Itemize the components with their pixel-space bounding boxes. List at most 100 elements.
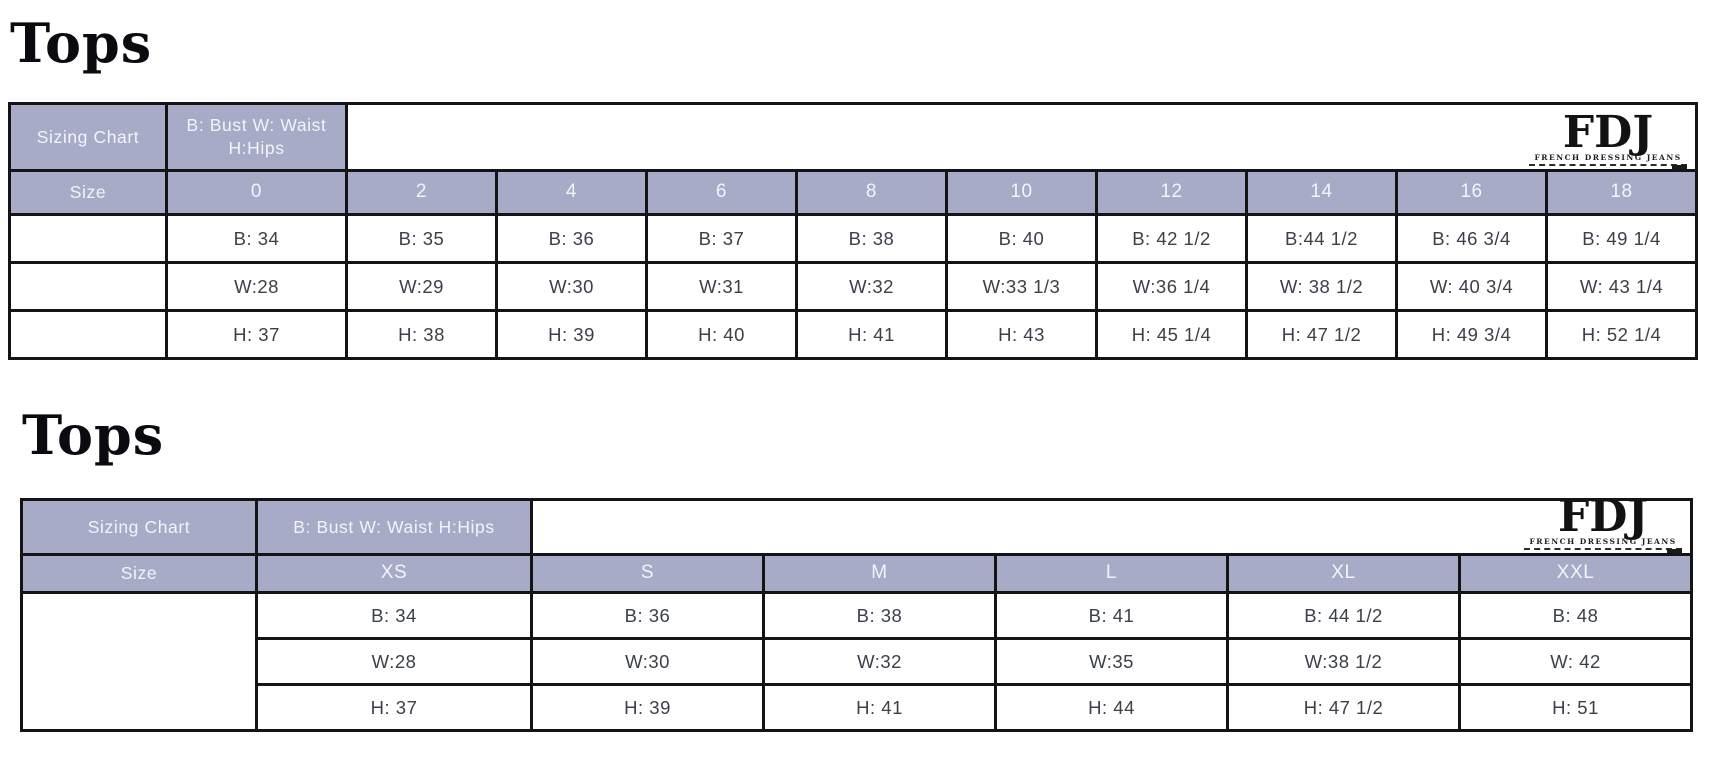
measurement-cell: H: 47 1/2	[1226, 683, 1461, 732]
fdj-logo-text: FDJ	[1557, 499, 1649, 542]
measurement-cell: H: 39	[495, 309, 648, 360]
legend-cell: B: Bust W: Waist H:Hips	[255, 498, 533, 556]
corner-label-cell: Sizing Chart	[8, 102, 168, 172]
measurement-cell: W:29	[345, 261, 498, 312]
size-header-cell-xl: XL	[1226, 553, 1461, 594]
fdj-logo-subtext: FRENCH DRESSING JEANS	[1534, 153, 1682, 162]
size-header-cell-2: 2	[345, 169, 498, 216]
fdj-logo: FDJ FRENCH DRESSING JEANS	[1529, 106, 1688, 168]
alpha-sizing-table: Sizing Chart B: Bust W: Waist H:Hips FDJ…	[20, 498, 1694, 732]
measurement-cell: W: 42	[1457, 637, 1694, 686]
table-header-row: Sizing Chart B: Bust W: Waist H:Hips FDJ…	[20, 498, 1694, 556]
fdj-logo-dashed-line	[1524, 548, 1683, 552]
measurement-cell: H: 43	[945, 309, 1098, 360]
fdj-logo: FDJ FRENCH DRESSING JEANS	[1524, 499, 1683, 552]
size-header-cell-10: 10	[945, 169, 1098, 216]
measurement-cell: H: 39	[530, 683, 765, 732]
page-title-tops-alpha: Tops	[22, 403, 165, 467]
measurement-cell: B: 35	[345, 213, 498, 264]
size-header-cell-xxl: XXL	[1457, 553, 1694, 594]
size-header-cell-xs: XS	[255, 553, 533, 594]
size-header-cell-14: 14	[1245, 169, 1398, 216]
measurement-cell: H: 41	[795, 309, 948, 360]
corner-label-cell: Sizing Chart	[20, 498, 258, 556]
empty-row-label-cell	[20, 591, 258, 732]
size-header-cell-s: S	[530, 553, 765, 594]
measurement-cell: B: 41	[994, 591, 1229, 640]
size-header-row: Size XS S M L XL XXL	[20, 553, 1694, 594]
fdj-logo-dashed-line	[1529, 164, 1688, 168]
measurement-cell: B:44 1/2	[1245, 213, 1398, 264]
measurement-cell: W: 38 1/2	[1245, 261, 1398, 312]
measurement-cell: W:33 1/3	[945, 261, 1098, 312]
measurement-cell: B: 36	[530, 591, 765, 640]
measurement-row: H: 37 H: 38 H: 39 H: 40 H: 41 H: 43 H: 45 1/4 H…	[8, 309, 1699, 360]
size-header-cell-18: 18	[1544, 169, 1699, 216]
measurement-row: B: 34 B: 35 B: 36 B: 37 B: 38 B: 40 B: 42 1/2 B…	[8, 213, 1699, 264]
fdj-logo-subtext: FRENCH DRESSING JEANS	[1529, 537, 1677, 546]
measurement-cell: H: 41	[762, 683, 997, 732]
measurement-cell: W:28	[165, 261, 348, 312]
numeric-sizing-table: Sizing Chart B: Bust W: Waist H:Hips FDJ…	[8, 102, 1699, 360]
measurement-cell: W:35	[994, 637, 1229, 686]
measurement-cell: W:36 1/4	[1095, 261, 1248, 312]
measurement-cell: H: 38	[345, 309, 498, 360]
size-header-cell-m: M	[762, 553, 997, 594]
measurement-cell: H: 40	[645, 309, 798, 360]
size-header-cell-8: 8	[795, 169, 948, 216]
measurement-cell: H: 49 3/4	[1395, 309, 1548, 360]
measurement-cell: W: 43 1/4	[1544, 261, 1699, 312]
legend-cell: B: Bust W: Waist H:Hips	[165, 102, 348, 172]
measurement-cell: B: 34	[255, 591, 533, 640]
measurement-cell: H: 47 1/2	[1245, 309, 1398, 360]
measurement-cell: W:28	[255, 637, 533, 686]
measurement-row: B: 34 B: 36 B: 38 B: 41 B: 44 1/2 B: 48	[20, 591, 1694, 732]
measurement-row: W:28 W:29 W:30 W:31 W:32 W:33 1/3 W:36 1/4 W: 3…	[8, 261, 1699, 312]
measurement-cell: H: 44	[994, 683, 1229, 732]
size-header-cell-6: 6	[645, 169, 798, 216]
size-label-cell: Size	[20, 553, 258, 594]
measurement-cell: H: 37	[165, 309, 348, 360]
table-header-row: Sizing Chart B: Bust W: Waist H:Hips FDJ…	[8, 102, 1699, 172]
measurement-cell: B: 34	[165, 213, 348, 264]
measurement-cell: B: 44 1/2	[1226, 591, 1461, 640]
measurement-cell: W:31	[645, 261, 798, 312]
size-header-cell-4: 4	[495, 169, 648, 216]
measurement-cell: H: 51	[1457, 683, 1694, 732]
size-header-cell-0: 0	[165, 169, 348, 216]
measurement-cell: H: 37	[255, 683, 533, 732]
measurement-cell: B: 38	[795, 213, 948, 264]
measurement-cell: B: 49 1/4	[1544, 213, 1699, 264]
size-header-cell-16: 16	[1395, 169, 1548, 216]
measurement-cell: B: 38	[762, 591, 997, 640]
measurement-cell: B: 46 3/4	[1395, 213, 1548, 264]
measurement-cell: W:38 1/2	[1226, 637, 1461, 686]
measurement-cell: W:30	[495, 261, 648, 312]
page-title-tops-numeric: Tops	[10, 11, 153, 75]
size-header-cell-12: 12	[1095, 169, 1248, 216]
measurement-cell: H: 45 1/4	[1095, 309, 1248, 360]
measurement-cell: W:32	[795, 261, 948, 312]
measurement-cell: W: 40 3/4	[1395, 261, 1548, 312]
empty-row-label-cell	[8, 261, 168, 312]
logo-cell: FDJ FRENCH DRESSING JEANS	[344, 102, 1699, 172]
measurement-cell: W:30	[530, 637, 765, 686]
empty-row-label-cell	[8, 309, 168, 360]
size-header-row: Size 0 2 4 6 8 10 12 14 16 18	[8, 169, 1699, 216]
measurement-cell: B: 40	[945, 213, 1098, 264]
logo-cell: FDJ FRENCH DRESSING JEANS	[529, 498, 1694, 556]
measurement-cell: H: 52 1/4	[1544, 309, 1699, 360]
empty-row-label-cell	[8, 213, 168, 264]
measurement-cell: B: 36	[495, 213, 648, 264]
measurement-cell: B: 42 1/2	[1095, 213, 1248, 264]
size-header-cell-l: L	[994, 553, 1229, 594]
measurements-body: B: 34 B: 36 B: 38 B: 41 B: 44 1/2 B: 48 W:28 W:…	[20, 591, 1694, 732]
measurement-row: H: 37 H: 39 H: 41 H: 44 H: 47 1/2 H: 51	[22, 683, 1694, 732]
measurement-cell: B: 48	[1457, 591, 1694, 640]
fdj-logo-text: FDJ	[1562, 106, 1654, 158]
measurements-body: B: 34 B: 35 B: 36 B: 37 B: 38 B: 40 B: 42 1/2 B…	[8, 213, 1699, 360]
measurement-cell: W:32	[762, 637, 997, 686]
measurement-cell: B: 37	[645, 213, 798, 264]
measurement-row: W:28 W:30 W:32 W:35 W:38 1/2 W: 42	[22, 637, 1694, 686]
